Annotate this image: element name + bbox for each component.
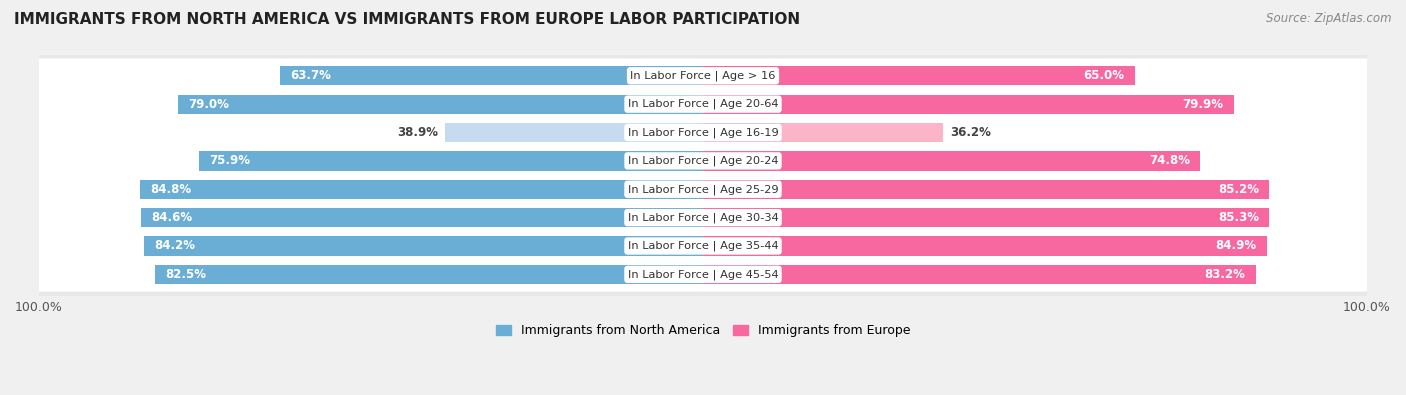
Text: 36.2%: 36.2% [950, 126, 991, 139]
Text: 83.2%: 83.2% [1205, 268, 1246, 281]
Bar [703, 123, 943, 142]
Text: In Labor Force | Age 20-64: In Labor Force | Age 20-64 [627, 99, 779, 109]
Bar [179, 94, 703, 114]
FancyBboxPatch shape [34, 139, 1372, 182]
FancyBboxPatch shape [34, 196, 1372, 239]
Bar [155, 265, 703, 284]
Bar [200, 151, 703, 171]
Bar [703, 236, 1267, 256]
FancyBboxPatch shape [37, 58, 1369, 93]
Bar [280, 66, 703, 85]
FancyBboxPatch shape [37, 87, 1369, 121]
Bar [703, 151, 1199, 171]
FancyBboxPatch shape [34, 224, 1372, 267]
Text: 74.8%: 74.8% [1149, 154, 1189, 167]
FancyBboxPatch shape [34, 253, 1372, 296]
Text: IMMIGRANTS FROM NORTH AMERICA VS IMMIGRANTS FROM EUROPE LABOR PARTICIPATION: IMMIGRANTS FROM NORTH AMERICA VS IMMIGRA… [14, 12, 800, 27]
Text: In Labor Force | Age > 16: In Labor Force | Age > 16 [630, 71, 776, 81]
Bar [703, 265, 1256, 284]
FancyBboxPatch shape [37, 229, 1369, 263]
Text: 84.6%: 84.6% [152, 211, 193, 224]
FancyBboxPatch shape [34, 111, 1372, 154]
Text: In Labor Force | Age 25-29: In Labor Force | Age 25-29 [627, 184, 779, 194]
Bar [141, 208, 703, 227]
Text: Source: ZipAtlas.com: Source: ZipAtlas.com [1267, 12, 1392, 25]
Text: 38.9%: 38.9% [396, 126, 439, 139]
Text: In Labor Force | Age 30-34: In Labor Force | Age 30-34 [627, 213, 779, 223]
Text: 85.2%: 85.2% [1218, 183, 1258, 196]
Text: 65.0%: 65.0% [1084, 69, 1125, 82]
Text: 84.8%: 84.8% [150, 183, 191, 196]
FancyBboxPatch shape [37, 172, 1369, 207]
FancyBboxPatch shape [34, 168, 1372, 211]
FancyBboxPatch shape [37, 257, 1369, 292]
Text: 79.0%: 79.0% [188, 98, 229, 111]
Bar [703, 208, 1270, 227]
FancyBboxPatch shape [34, 83, 1372, 126]
Text: 75.9%: 75.9% [209, 154, 250, 167]
Legend: Immigrants from North America, Immigrants from Europe: Immigrants from North America, Immigrant… [491, 320, 915, 342]
Bar [703, 66, 1135, 85]
FancyBboxPatch shape [37, 115, 1369, 150]
Text: In Labor Force | Age 45-54: In Labor Force | Age 45-54 [627, 269, 779, 280]
Text: 84.2%: 84.2% [153, 239, 195, 252]
Text: 85.3%: 85.3% [1219, 211, 1260, 224]
Bar [139, 180, 703, 199]
Bar [703, 94, 1233, 114]
Text: 79.9%: 79.9% [1182, 98, 1223, 111]
Text: 84.9%: 84.9% [1216, 239, 1257, 252]
Text: In Labor Force | Age 35-44: In Labor Force | Age 35-44 [627, 241, 779, 251]
Text: 63.7%: 63.7% [290, 69, 330, 82]
FancyBboxPatch shape [37, 143, 1369, 178]
FancyBboxPatch shape [34, 54, 1372, 97]
Text: In Labor Force | Age 16-19: In Labor Force | Age 16-19 [627, 127, 779, 138]
Text: 82.5%: 82.5% [165, 268, 207, 281]
Bar [444, 123, 703, 142]
Text: In Labor Force | Age 20-24: In Labor Force | Age 20-24 [627, 156, 779, 166]
FancyBboxPatch shape [37, 200, 1369, 235]
Bar [703, 180, 1268, 199]
Bar [143, 236, 703, 256]
